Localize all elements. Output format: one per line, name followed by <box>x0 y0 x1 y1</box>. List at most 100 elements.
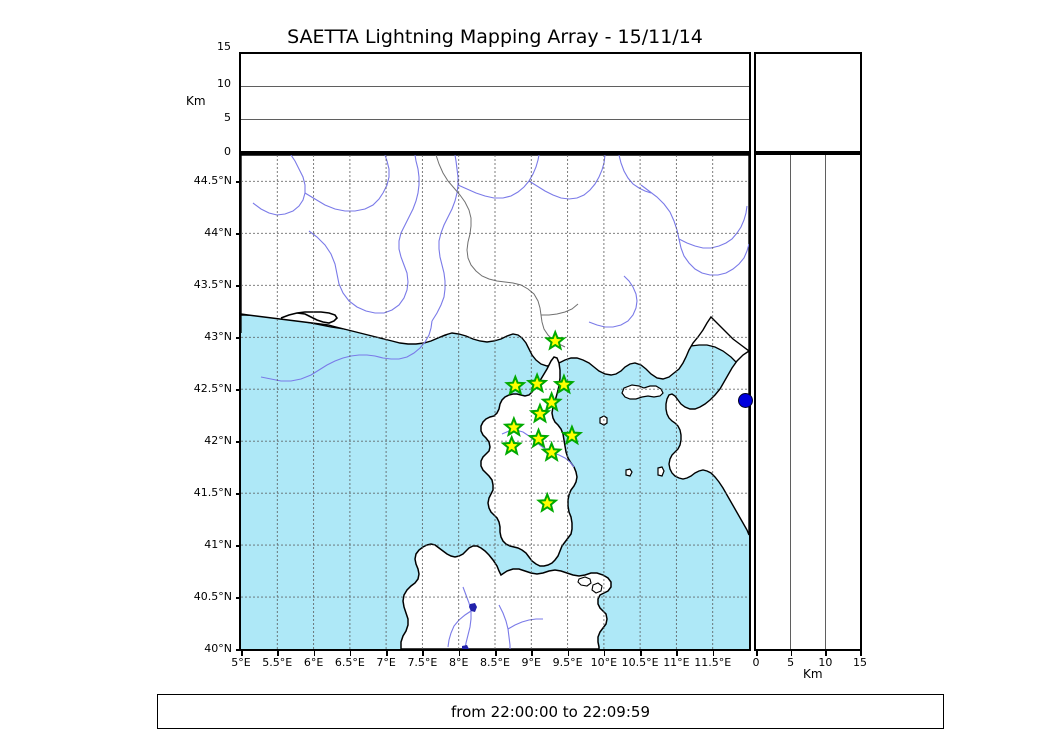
montecristo-island <box>657 466 665 477</box>
xtick-label-7.5°E: 7.5°E <box>407 656 438 669</box>
right-xtick-label-10: 10 <box>818 656 833 669</box>
xtick-label-10.5°E: 10.5°E <box>621 656 659 669</box>
vhf-source-marker[interactable] <box>738 393 753 408</box>
ytick-mark <box>236 649 241 651</box>
right-panel-xlabel: Km <box>803 667 823 681</box>
xtick-label-11°E: 11°E <box>663 656 690 669</box>
top-altitude-longitude-panel <box>239 52 751 153</box>
xtick-mark <box>640 651 642 656</box>
station-star-5[interactable] <box>528 402 552 424</box>
genoa-coast-detail <box>280 311 339 324</box>
pianosa-island <box>625 468 633 477</box>
top-ytick-5: 5 <box>224 111 231 124</box>
lma-station-markers <box>500 329 584 513</box>
top-ytick-15: 15 <box>217 40 231 53</box>
page-title: SAETTA Lightning Mapping Array - 15/11/1… <box>287 26 703 48</box>
ytick-mark <box>236 441 241 443</box>
right-panel-gridline-5 <box>790 155 792 649</box>
ytick-label-43°N: 43°N <box>204 330 232 343</box>
right-altitude-latitude-panel <box>754 153 862 651</box>
elba-island <box>621 384 664 400</box>
top-panel-gridline-10 <box>241 86 749 88</box>
ytick-label-43.5°N: 43.5°N <box>193 278 232 291</box>
xtick-label-8.5°E: 8.5°E <box>480 656 510 669</box>
ytick-mark <box>236 597 241 599</box>
xtick-mark <box>567 651 570 656</box>
ytick-label-41.5°N: 41.5°N <box>193 486 232 499</box>
ytick-mark <box>236 285 241 287</box>
station-star-2[interactable] <box>525 372 549 394</box>
map-graphic <box>241 155 749 649</box>
right-xtick-label-5: 5 <box>787 656 795 669</box>
maddalena-islands <box>577 576 592 587</box>
ytick-mark <box>236 233 241 235</box>
xtick-mark <box>676 651 678 656</box>
station-star-4[interactable] <box>540 390 563 413</box>
ytick-mark <box>236 337 241 339</box>
right-xtick-mark <box>825 651 827 656</box>
lakes-layer <box>462 603 477 649</box>
xtick-label-5.5°E: 5.5°E <box>262 656 293 669</box>
ytick-mark <box>236 545 241 547</box>
xtick-mark <box>712 651 715 656</box>
xtick-mark <box>313 651 316 656</box>
borders-layer <box>435 155 579 348</box>
xtick-mark <box>458 651 461 656</box>
xtick-mark <box>603 651 606 656</box>
map-panel[interactable] <box>239 153 751 651</box>
xtick-mark <box>531 651 533 656</box>
tuscany-coast <box>665 350 749 536</box>
station-star-1[interactable] <box>504 374 527 396</box>
xtick-label-10°E: 10°E <box>590 656 618 669</box>
sardinia-coastline <box>400 543 612 649</box>
xtick-label-9.5°E: 9.5°E <box>552 656 583 669</box>
right-panel-gridline-10 <box>824 155 826 649</box>
ytick-label-42°N: 42°N <box>204 434 232 447</box>
ytick-label-44°N: 44°N <box>204 226 232 239</box>
ytick-mark <box>236 493 241 495</box>
xtick-mark <box>422 651 424 656</box>
station-star-11[interactable] <box>536 491 559 513</box>
xtick-mark <box>495 651 497 656</box>
ytick-label-40.5°N: 40.5°N <box>193 590 232 603</box>
corsica-coastline <box>480 356 578 567</box>
right-xtick-mark <box>756 651 758 656</box>
ytick-label-41°N: 41°N <box>204 538 232 551</box>
xtick-label-8°E: 8°E <box>448 656 469 669</box>
station-star-0[interactable] <box>544 329 567 351</box>
top-ytick-0: 0 <box>224 145 231 158</box>
top-panel-gridline-5 <box>241 118 749 120</box>
map-gridlines <box>241 155 749 649</box>
right-xtick-mark <box>790 651 793 656</box>
caprera-island <box>591 582 603 594</box>
ytick-label-40°N: 40°N <box>204 642 232 655</box>
top-panel-ylabel: Km <box>186 94 206 108</box>
xtick-mark <box>241 651 243 656</box>
ytick-mark <box>236 181 241 183</box>
xtick-mark <box>386 651 388 656</box>
right-xtick-label-15: 15 <box>853 656 867 669</box>
xtick-label-6.5°E: 6.5°E <box>334 656 365 669</box>
station-star-6[interactable] <box>502 415 526 437</box>
xtick-label-6°E: 6°E <box>303 656 324 669</box>
top-right-corner-panel <box>754 52 862 153</box>
xtick-label-5°E: 5°E <box>231 656 251 669</box>
station-star-9[interactable] <box>500 434 523 456</box>
station-star-8[interactable] <box>527 427 550 449</box>
time-range-text: from 22:00:00 to 22:09:59 <box>450 702 650 721</box>
ytick-label-42.5°N: 42.5°N <box>193 382 232 395</box>
xtick-mark <box>349 651 352 656</box>
ytick-label-44.5°N: 44.5°N <box>193 174 232 187</box>
right-xtick-label-0: 0 <box>752 656 760 669</box>
station-star-7[interactable] <box>560 424 584 446</box>
ytick-mark <box>236 389 241 391</box>
xtick-mark <box>277 651 279 656</box>
time-range-box: from 22:00:00 to 22:09:59 <box>157 694 944 729</box>
right-xtick-mark <box>860 651 862 656</box>
xtick-label-9°E: 9°E <box>521 656 541 669</box>
station-star-3[interactable] <box>552 373 576 395</box>
xtick-label-7°E: 7°E <box>376 656 396 669</box>
top-ytick-10: 10 <box>217 77 231 90</box>
station-star-10[interactable] <box>540 440 563 462</box>
